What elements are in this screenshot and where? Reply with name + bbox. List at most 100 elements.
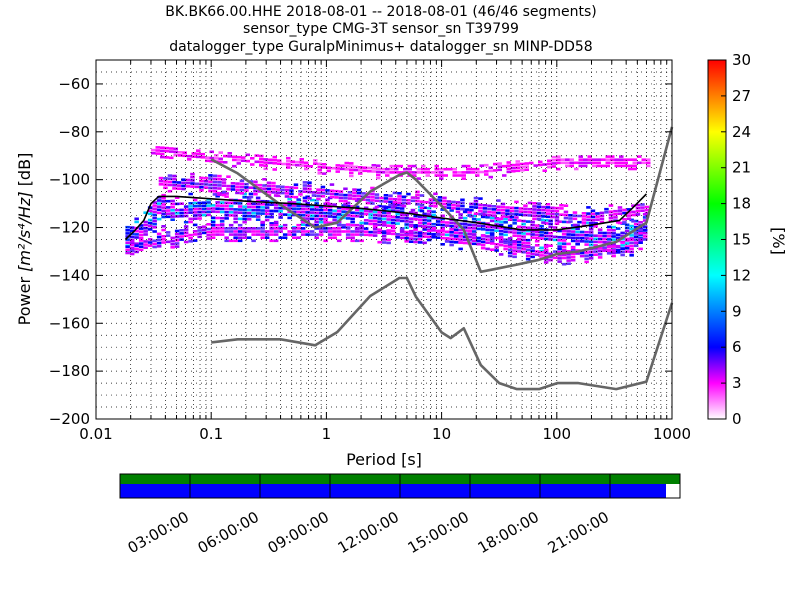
- psd-cell: [489, 225, 495, 229]
- psd-cell: [559, 207, 564, 210]
- psd-cell: [613, 213, 618, 216]
- psd-cell: [219, 227, 225, 230]
- psd-cell: [642, 232, 648, 235]
- psd-cell: [296, 201, 301, 204]
- psd-cell: [617, 209, 623, 212]
- psd-cell: [251, 212, 256, 215]
- psd-cell: [322, 166, 327, 169]
- psd-cell: [251, 208, 256, 212]
- psd-cell: [237, 205, 243, 208]
- psd-cell: [327, 236, 333, 239]
- psd-cell: [374, 205, 380, 209]
- psd-cell: [300, 210, 306, 214]
- psd-cell: [224, 210, 229, 214]
- psd-cell: [332, 215, 337, 219]
- mean-psd-line: [124, 193, 647, 241]
- psd-cell: [164, 149, 169, 153]
- psd-cell: [498, 220, 504, 224]
- psd-cell: [383, 206, 389, 210]
- psd-cell: [246, 202, 252, 206]
- psd-cell: [496, 208, 501, 212]
- psd-cell: [254, 160, 259, 164]
- psd-cell: [624, 223, 630, 227]
- psd-cell: [235, 185, 240, 188]
- psd-cell: [291, 233, 297, 236]
- psd-cell: [635, 203, 641, 207]
- psd-cell: [451, 206, 456, 210]
- psd-cell: [165, 199, 171, 203]
- psd-cell: [129, 238, 135, 242]
- psd-cell: [226, 187, 231, 191]
- psd-cell: [327, 221, 333, 225]
- psd-cell: [462, 235, 468, 239]
- availability-bar-used: [120, 484, 666, 498]
- psd-cell: [219, 201, 225, 204]
- psd-cell: [397, 201, 402, 204]
- psd-cell: [233, 211, 238, 214]
- psd-cell: [497, 168, 502, 172]
- psd-cell: [155, 146, 160, 149]
- psd-cell: [599, 211, 605, 215]
- psd-cell: [307, 187, 312, 191]
- psd-cell: [237, 239, 243, 243]
- psd-cell: [551, 162, 556, 165]
- psd-cell: [507, 224, 513, 228]
- psd-cell: [138, 245, 144, 248]
- psd-cell: [235, 188, 240, 192]
- psd-cell: [515, 166, 520, 169]
- psd-cell: [631, 204, 636, 207]
- psd-cell: [632, 158, 637, 161]
- psd-cell: [403, 167, 408, 171]
- psd-cell: [365, 195, 371, 199]
- psd-cell: [388, 194, 393, 197]
- psd-cell: [480, 240, 486, 244]
- psd-cell: [605, 158, 610, 161]
- psd-cell: [323, 208, 328, 212]
- psd-cell: [415, 193, 420, 197]
- psd-cell: [376, 164, 381, 167]
- psd-cell: [506, 164, 511, 167]
- psd-cell: [451, 200, 456, 204]
- psd-cell: [338, 193, 344, 196]
- psd-cell: [266, 184, 272, 188]
- psd-cell: [233, 208, 238, 211]
- psd-cell: [311, 191, 317, 194]
- psd-cell: [359, 239, 364, 243]
- psd-cell: [514, 206, 519, 210]
- psd-cell: [542, 163, 547, 166]
- psd-cell: [309, 211, 315, 214]
- psd-cell: [278, 213, 283, 216]
- psd-cell: [470, 171, 475, 174]
- psd-cell: [203, 176, 209, 180]
- psd-cell: [557, 260, 562, 263]
- psd-cell: [570, 236, 576, 240]
- psd-cell: [437, 196, 443, 199]
- psd-cell: [300, 233, 306, 236]
- psd-cell: [399, 228, 405, 232]
- psd-cell: [412, 164, 417, 168]
- psd-cell: [210, 204, 216, 207]
- psd-cell: [233, 233, 238, 236]
- psd-cell: [273, 233, 279, 236]
- psd-cell: [440, 227, 445, 230]
- psd-cell: [532, 205, 537, 208]
- psd-cell: [538, 163, 543, 167]
- psd-cell: [268, 161, 273, 165]
- psd-cell: [601, 164, 606, 168]
- psd-cell: [359, 215, 364, 218]
- psd-cell: [370, 186, 375, 190]
- psd-cell: [390, 232, 396, 236]
- psd-cell: [458, 238, 463, 241]
- psd-cell: [219, 230, 225, 233]
- psd-cell: [287, 230, 292, 233]
- psd-cell: [525, 251, 531, 255]
- psd-cell: [325, 192, 330, 195]
- psd-cell: [525, 238, 531, 242]
- psd-cell: [434, 174, 439, 177]
- psd-cell: [473, 196, 479, 200]
- psd-cell: [638, 232, 643, 235]
- psd-cell: [286, 163, 291, 166]
- psd-cell: [471, 236, 477, 239]
- psd-cell: [302, 181, 308, 184]
- psd-cell: [152, 226, 157, 229]
